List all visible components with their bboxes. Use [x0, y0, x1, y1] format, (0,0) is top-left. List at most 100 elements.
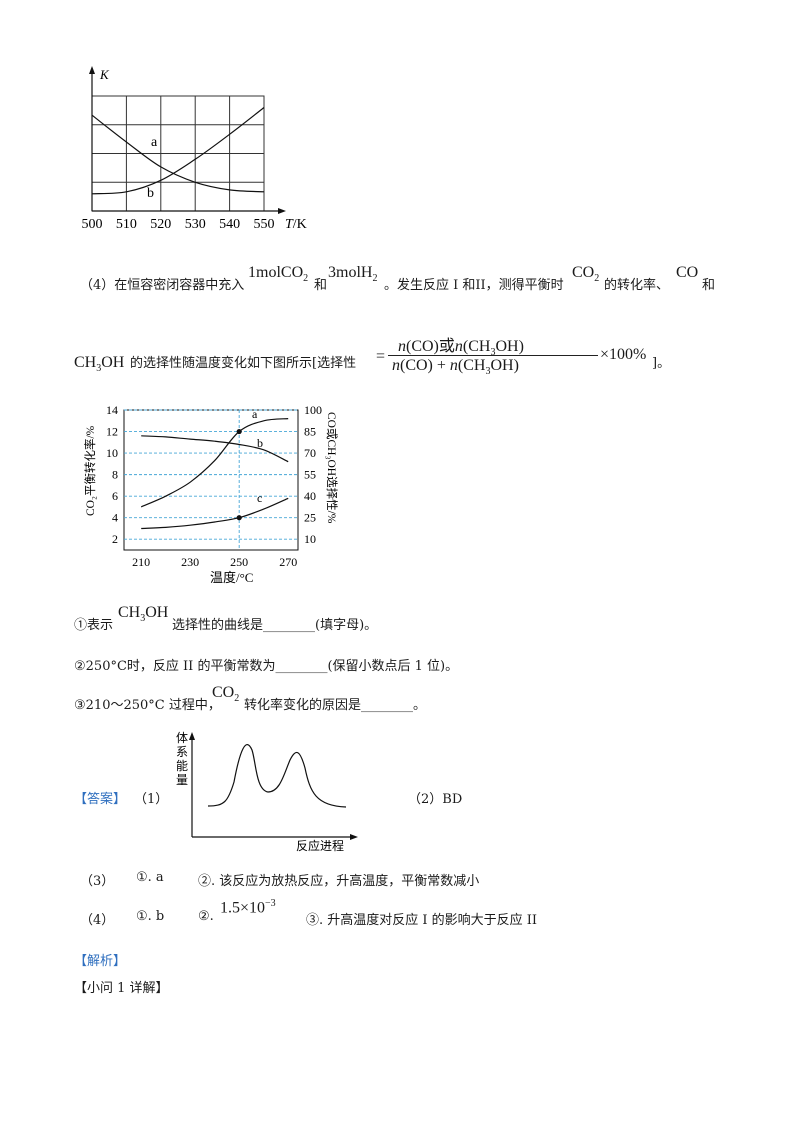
sel-left-axis-label: CO₂平衡转化率/%: [83, 425, 97, 516]
q4-3-tail: 转化率变化的原因是________。: [244, 698, 427, 713]
q4-ch3oh-b: OH: [101, 354, 125, 371]
q4-h2-amount-text: 3molH: [328, 264, 373, 281]
sel-left-tick: 10: [106, 446, 118, 460]
q4-and-1: 和: [314, 278, 328, 293]
q4-3-sub: 2: [234, 693, 240, 705]
answer-1-num: （1）: [134, 792, 169, 807]
q4-num-oh: OH): [495, 338, 524, 355]
q4-co: CO: [676, 264, 699, 281]
energy-x-axis-label: 反应进程: [296, 838, 344, 852]
q4-den-sub: 3: [485, 366, 491, 378]
q4-h2-amount: 3molH2: [328, 264, 377, 284]
sel-right-tick: 100: [304, 403, 322, 417]
answer-4-b: ②.: [198, 909, 214, 924]
sel-point-c-250: [236, 515, 242, 521]
sel-x-tick: 270: [279, 555, 297, 569]
sel-left-tick: 2: [112, 532, 118, 546]
sel-right-axis-label: CO或CH₃OH选择性/%: [325, 412, 339, 524]
q4-lead: （4）在恒容密闭容器中充入: [80, 278, 245, 293]
q4-fraction-denominator: n(CO) + n(CH3OH): [392, 357, 519, 377]
k-x-tick-label: 500: [82, 217, 103, 232]
sel-right-tick: 25: [304, 511, 316, 525]
sel-chart-grid: [124, 409, 298, 550]
sel-curve-c: [141, 497, 289, 530]
answer-4-value-exp: −3: [265, 898, 276, 909]
answer-4-value: 1.5×10−3: [220, 898, 276, 917]
answer-3-a: ①. a: [136, 870, 164, 885]
question-4-3: ③210～250°C 过程中， CO2 转化率变化的原因是________。: [74, 684, 674, 714]
sel-right-tick: 55: [304, 468, 316, 482]
q4-times-100: ×100%: [600, 346, 647, 363]
q4-den-n1: n: [392, 357, 400, 374]
q4-den-co: (CO) +: [400, 357, 450, 374]
answer-4-c: ③. 升高温度对反应 I 的影响大于反应 II: [306, 913, 538, 928]
sel-x-tick: 250: [230, 555, 248, 569]
q4-1-tail: 选择性的曲线是________(填字母)。: [172, 618, 378, 633]
q4-end: ]。: [652, 356, 671, 371]
q4-num-n1: n: [398, 338, 406, 355]
q4-1-sub: 3: [140, 613, 146, 625]
sel-x-tick-labels: 210 230 250 270: [132, 555, 297, 569]
k-curve-a: [91, 114, 265, 193]
sel-x-tick: 230: [181, 555, 199, 569]
energy-x-axis-arrow: [350, 834, 358, 840]
q4-fraction-numerator: n(CO)或n(CH3OH): [398, 332, 524, 358]
k-temperature-chart: K 500 510 520 530 540 550 T/K a b: [82, 66, 307, 232]
q4-num-sub: 3: [490, 347, 496, 359]
sel-curve-a-label: a: [252, 407, 258, 421]
question-4-1: ①表示 CH3OH 选择性的曲线是________(填字母)。: [74, 604, 674, 634]
sel-x-axis-label: 温度/°C: [210, 570, 253, 585]
q4-ch3oh-a: CH: [74, 354, 97, 371]
sel-right-tick: 70: [304, 446, 316, 460]
sel-point-a-250: [236, 428, 242, 435]
q4-3-lead: ③210～250°C 过程中，: [74, 698, 221, 713]
sel-left-tick: 8: [112, 468, 118, 482]
k-y-axis-arrow: [89, 66, 95, 74]
q4-ch3oh-sub: 3: [96, 363, 102, 375]
energy-profile-diagram: 体系能量 反应进程: [176, 731, 358, 852]
q4-num-ch: (CH: [462, 338, 491, 355]
q4-ch3oh: CH3OH: [74, 354, 124, 374]
answer-3-b: ②. 该反应为放热反应，升高温度，平衡常数减小: [198, 874, 480, 889]
k-curve-a-label: a: [151, 135, 158, 150]
q4-1-ch: CH: [118, 604, 141, 621]
q4-1-oh: OH: [145, 604, 169, 621]
k-x-axis-label-var: T: [285, 217, 294, 232]
q4-3-co2: CO2: [212, 684, 239, 704]
q4-co2-sub-2: 2: [594, 273, 600, 285]
analysis-sub-1: 【小问 1 详解】: [74, 981, 169, 996]
q4-co2: CO2: [572, 264, 599, 284]
q4-den-oh: OH): [490, 357, 519, 374]
sel-chart-frame: [123, 409, 299, 551]
sel-left-tick: 12: [106, 425, 118, 439]
q4-equals: =: [376, 348, 386, 365]
k-x-tick-label: 510: [116, 217, 137, 232]
k-curve-b: [91, 107, 265, 195]
q4-den-n2: n: [449, 357, 458, 374]
q4-mid: 。发生反应 I 和II，测得平衡时: [384, 278, 564, 293]
sel-curve-a: [140, 418, 289, 508]
question-4-2: ②250°C时，反应 II 的平衡常数为________(保留小数点后 1 位)…: [74, 659, 459, 674]
sel-curve-c-label: c: [257, 491, 262, 505]
q4-line2-text: 的选择性随温度变化如下图所示[选择性: [130, 356, 357, 371]
q4-h2-sub: 2: [372, 273, 378, 285]
sel-right-tick: 85: [304, 425, 316, 439]
q4-co2-text: CO: [572, 264, 595, 281]
k-x-axis-label-unit: /K: [293, 217, 307, 232]
answer-4-num: （4）: [80, 913, 115, 928]
sel-left-tick: 4: [112, 511, 118, 525]
q4-tail: 和: [702, 278, 716, 293]
k-curves: [91, 107, 265, 195]
k-x-axis-label: T/K: [285, 217, 307, 232]
answer-4-value-base: 1.5×10: [220, 899, 266, 917]
q4-3-co: CO: [212, 684, 235, 701]
q4-co2-amount-text: 1molCO: [248, 264, 304, 281]
energy-curve: [207, 743, 347, 808]
energy-y-axis-label: 体系能量: [176, 731, 188, 787]
question-4-line-2: CH3OH 的选择性随温度变化如下图所示[选择性 = n(CO)或n(CH3OH…: [74, 330, 794, 380]
k-curve-b-label: b: [147, 186, 154, 201]
k-x-axis-arrow: [278, 208, 286, 214]
answer-2: （2）BD: [408, 792, 463, 807]
q4-den-ch: (CH: [457, 357, 486, 374]
